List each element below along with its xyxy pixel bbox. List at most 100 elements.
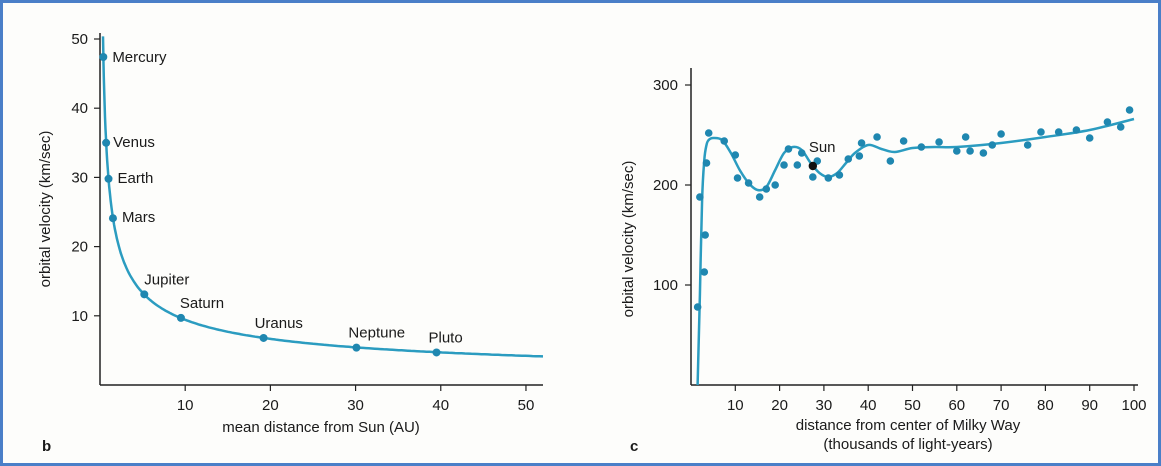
panel-b-ticks: 10 20 30 40 50 10 20 30 40 50 bbox=[71, 31, 534, 414]
panel-b-x-tick-label: 50 bbox=[518, 397, 535, 414]
panel-c-star-point bbox=[1085, 134, 1094, 142]
panel-c-x-tick-label: 40 bbox=[860, 397, 877, 414]
panel-c-x-tick-label: 100 bbox=[1121, 397, 1146, 414]
panel-c-x-axis-label-units: (thousands of light-years) bbox=[823, 436, 992, 453]
panel-b-label-neptune: Neptune bbox=[348, 325, 405, 342]
panel-c-star-point bbox=[899, 137, 908, 145]
panel-b-point-pluto bbox=[432, 348, 441, 357]
panel-c-letter: c bbox=[630, 438, 638, 455]
panel-c-star-point bbox=[731, 151, 740, 159]
panel-c-y-tick-label: 300 bbox=[653, 77, 678, 94]
panel-c-star-point bbox=[701, 231, 709, 239]
panel-c-x-tick-label: 90 bbox=[1081, 397, 1098, 414]
panel-c-star-point bbox=[988, 141, 997, 149]
panel-b-point-mercury bbox=[99, 52, 108, 61]
panel-c-star-point bbox=[733, 174, 742, 182]
panel-c-star-point bbox=[997, 130, 1005, 138]
panel-b-point-uranus bbox=[259, 333, 268, 342]
panel-c-star-point bbox=[961, 133, 970, 141]
panel-b-y-tick-label: 50 bbox=[71, 31, 88, 48]
panel-b-x-axis-label: mean distance from Sun (AU) bbox=[222, 419, 420, 436]
panel-c-star-point bbox=[855, 152, 864, 160]
panel-c-star-point bbox=[873, 133, 881, 141]
panel-c-x-tick-label: 50 bbox=[904, 397, 921, 414]
charts-svg: 10 20 30 40 50 10 20 30 40 50 Mercury Venus Earth Ma… bbox=[37, 31, 1147, 455]
panel-c-star-point bbox=[744, 179, 753, 187]
panel-c-rotation-curve bbox=[696, 117, 1135, 386]
panel-c-star-point bbox=[700, 268, 709, 276]
panel-b-point-venus bbox=[102, 138, 111, 147]
panel-c-star-point bbox=[1023, 141, 1032, 149]
panel-b-y-axis-label: orbital velocity (km/sec) bbox=[37, 131, 54, 288]
panel-b-y-tick-label: 20 bbox=[71, 239, 88, 256]
panel-b-y-tick-label: 10 bbox=[71, 308, 88, 325]
panel-b-label-venus: Venus bbox=[113, 134, 155, 151]
panel-c-star-point bbox=[844, 155, 853, 163]
panel-c-star-point bbox=[953, 147, 961, 155]
panel-c-star-point bbox=[935, 138, 943, 146]
panel-c-star-point bbox=[696, 193, 704, 201]
panel-b-label-jupiter: Jupiter bbox=[144, 271, 189, 288]
panel-c-star-point bbox=[857, 139, 866, 147]
panel-b-label-pluto: Pluto bbox=[429, 329, 463, 346]
panel-c-star-point bbox=[693, 303, 702, 311]
panel-c-star-point bbox=[1037, 128, 1045, 136]
panel-c-star-point bbox=[1054, 128, 1063, 136]
panel-b-label-saturn: Saturn bbox=[180, 295, 224, 312]
panel-c-x-tick-label: 70 bbox=[993, 397, 1010, 414]
panel-b-x-tick-label: 30 bbox=[347, 397, 364, 414]
panel-c-star-point bbox=[917, 143, 926, 151]
panel-c-y-tick-label: 100 bbox=[653, 277, 678, 294]
panel-b-orbital-velocity-planets: 10 20 30 40 50 10 20 30 40 50 Mercury Venus Earth Ma… bbox=[37, 31, 544, 455]
panel-c-x-tick-label: 10 bbox=[727, 397, 744, 414]
panel-c-star-point bbox=[797, 149, 806, 157]
panel-b-point-earth bbox=[104, 174, 113, 183]
panel-b-point-neptune bbox=[352, 343, 361, 352]
panel-c-sun-label: Sun bbox=[809, 139, 836, 156]
panel-b-y-tick-label: 30 bbox=[71, 169, 88, 186]
panel-c-star-point bbox=[702, 159, 711, 167]
panel-c-star-point bbox=[886, 157, 895, 165]
panel-b-label-mars: Mars bbox=[122, 209, 155, 226]
panel-c-star-point bbox=[824, 174, 833, 182]
panel-b-label-earth: Earth bbox=[118, 170, 154, 187]
panel-b-label-uranus: Uranus bbox=[255, 315, 303, 332]
panel-c-star-point bbox=[720, 137, 729, 145]
panel-b-velocity-curve bbox=[101, 36, 544, 358]
panel-c-y-tick-label: 200 bbox=[653, 177, 678, 194]
panel-c-star-point bbox=[771, 181, 779, 189]
panel-c-x-axis-label: distance from center of Milky Way bbox=[796, 417, 1021, 434]
panel-b-letter: b bbox=[42, 438, 51, 455]
panel-c-star-point bbox=[704, 129, 713, 137]
panel-c-star-point bbox=[1072, 126, 1081, 134]
panel-b-point-mars bbox=[108, 214, 117, 223]
panel-c-sun-point bbox=[808, 161, 818, 171]
panel-c-y-axis-label: orbital velocity (km/sec) bbox=[620, 161, 637, 318]
panel-b-x-tick-label: 10 bbox=[177, 397, 194, 414]
panel-c-x-tick-label: 80 bbox=[1037, 397, 1054, 414]
panel-c-star-point bbox=[966, 147, 974, 155]
panel-b-y-tick-label: 40 bbox=[71, 100, 88, 117]
panel-b-point-jupiter bbox=[140, 290, 149, 299]
panel-c-points: Sun bbox=[693, 106, 1134, 311]
panel-c-x-tick-label: 60 bbox=[948, 397, 965, 414]
panel-c-star-point bbox=[1125, 106, 1134, 114]
panel-c-star-point bbox=[809, 173, 817, 181]
panel-b-x-tick-label: 40 bbox=[432, 397, 449, 414]
panel-c-ticks: 10 20 30 40 50 60 70 80 90 100 100 200 300 bbox=[653, 77, 1147, 414]
panel-c-star-point bbox=[780, 161, 788, 169]
panel-c-star-point bbox=[1116, 123, 1125, 131]
panel-c-star-point bbox=[762, 185, 771, 193]
panel-c-star-point bbox=[784, 145, 793, 153]
panel-b-x-tick-label: 20 bbox=[262, 397, 279, 414]
panel-c-milky-way-rotation: 10 20 30 40 50 60 70 80 90 100 100 200 300 Sun orbit… bbox=[620, 68, 1147, 455]
panel-b-point-saturn bbox=[176, 313, 185, 322]
panel-c-star-point bbox=[793, 161, 802, 169]
panel-b-points: Mercury Venus Earth Mars Jupiter Saturn Uranus… bbox=[99, 49, 463, 357]
panel-c-x-tick-label: 30 bbox=[816, 397, 833, 414]
panel-c-star-point bbox=[835, 171, 844, 179]
panel-c-star-point bbox=[1103, 118, 1112, 126]
panel-c-star-point bbox=[979, 149, 988, 157]
panel-b-label-mercury: Mercury bbox=[112, 49, 167, 66]
